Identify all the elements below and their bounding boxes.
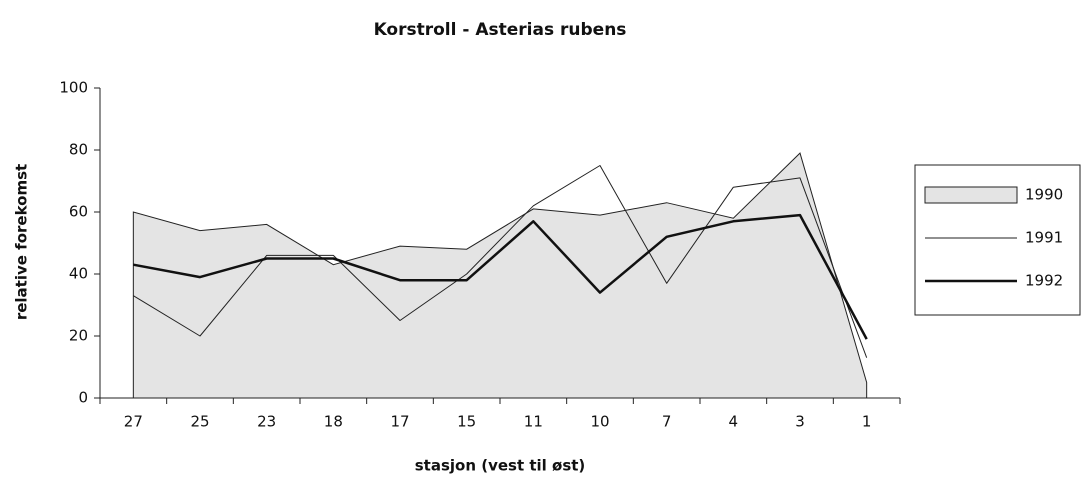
x-axis-label: stasjon (vest til øst)	[415, 457, 586, 475]
x-tick-label: 25	[190, 413, 209, 431]
y-tick-label: 100	[59, 79, 88, 97]
line	[133, 213, 868, 340]
legend-label: 1992	[1025, 272, 1063, 290]
y-tick-label: 20	[69, 327, 88, 345]
x-tick-label: 15	[457, 413, 476, 431]
x-tick-label: 10	[590, 413, 609, 431]
legend-swatch	[924, 186, 1018, 204]
legend-label: 1991	[1025, 229, 1063, 247]
legend-label: 1990	[1025, 186, 1063, 204]
x-tick-label: 23	[257, 413, 276, 431]
x-tick-label: 7	[662, 413, 672, 431]
y-tick-label: 80	[69, 141, 88, 159]
y-tick-label: 60	[69, 203, 88, 221]
y-axis-label: relative forekomst	[13, 164, 31, 320]
x-tick-label: 3	[795, 413, 805, 431]
chart-title: Korstroll - Asterias rubens	[374, 20, 627, 40]
x-tick-label: 17	[390, 413, 409, 431]
y-tick-label: 0	[78, 389, 88, 407]
x-tick-label: 4	[729, 413, 739, 431]
y-tick-label: 40	[69, 265, 88, 283]
area	[132, 152, 868, 399]
x-tick-label: 27	[124, 413, 143, 431]
x-tick-label: 1	[862, 413, 872, 431]
x-tick-label: 18	[324, 413, 343, 431]
line	[133, 165, 868, 358]
x-tick-label: 11	[524, 413, 543, 431]
